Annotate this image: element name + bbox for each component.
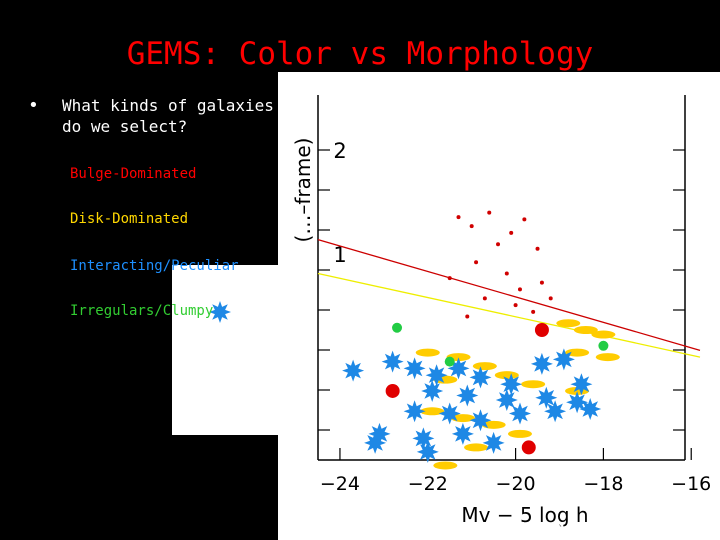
disk-point xyxy=(521,380,546,389)
bulge-large-point xyxy=(534,323,549,337)
bulge-point xyxy=(531,309,536,314)
interacting-star-point xyxy=(579,398,602,420)
bulge-point xyxy=(539,280,544,285)
bulge-point xyxy=(513,303,518,308)
disk-point xyxy=(556,319,581,328)
interacting-star-point xyxy=(570,373,593,396)
interacting-star-point xyxy=(425,364,448,387)
category-bulge-dominated: Bulge-Dominated xyxy=(70,166,197,182)
disk-point xyxy=(591,330,616,339)
chart-marks xyxy=(209,210,620,470)
interacting-star-point xyxy=(403,357,426,380)
disk-point xyxy=(565,348,590,357)
fit-line xyxy=(317,239,701,351)
interacting-star-point xyxy=(535,386,558,409)
x-tick-label: −24 xyxy=(320,473,360,495)
interacting-star-point xyxy=(552,348,575,371)
interacting-star-point xyxy=(381,350,404,373)
category-interacting-peculiar: Interacting/Peculiar xyxy=(70,258,239,274)
interacting-star-point xyxy=(482,431,505,454)
interacting-star-point xyxy=(403,400,426,423)
bulge-point xyxy=(504,271,509,276)
bullet-marker: • xyxy=(28,95,39,116)
disk-point xyxy=(494,371,519,380)
bulge-point xyxy=(509,230,514,235)
disk-point xyxy=(433,461,458,470)
bulge-point xyxy=(447,276,452,281)
y-axis-label: (…–frame) xyxy=(291,138,315,243)
interacting-star-point xyxy=(469,366,492,389)
y-tick-label: 1 xyxy=(333,243,346,267)
fit-lines xyxy=(317,239,701,358)
bulge-large-point xyxy=(385,383,400,398)
bulge-point xyxy=(496,242,501,247)
bulge-point xyxy=(522,217,527,222)
disk-point xyxy=(464,443,489,452)
category-disk-dominated: Disk-Dominated xyxy=(70,211,189,227)
bulge-point xyxy=(487,210,492,215)
bulge-point xyxy=(474,260,479,265)
irregular-point xyxy=(392,322,403,333)
plot-inset-panel xyxy=(172,265,612,435)
chart-axes: −24 −22 −20 −18 −16 2 1 (…–frame) Mv − 5 log h xyxy=(291,95,711,527)
disk-point xyxy=(595,353,620,362)
bulge-point xyxy=(535,246,540,251)
interacting-star-point xyxy=(421,380,444,402)
bulge-point xyxy=(517,287,522,292)
bulge-large-point xyxy=(521,440,536,455)
x-tick-label: −20 xyxy=(496,473,536,495)
interacting-star-point xyxy=(509,402,531,425)
interacting-star-point xyxy=(342,359,365,382)
category-irregulars-clumpy: Irregulars/Clumpy xyxy=(70,303,214,319)
disk-point xyxy=(420,407,445,416)
disk-point xyxy=(472,362,497,371)
irregular-point xyxy=(444,356,455,367)
interacting-star-point xyxy=(456,384,479,407)
y-tick-label: 2 xyxy=(333,139,346,163)
footer-caption: Vatican 2003 Lecture 20 HWR xyxy=(514,520,715,534)
interacting-star-point xyxy=(530,352,553,375)
slide-title: GEMS: Color vs Morphology xyxy=(126,36,594,72)
disk-point xyxy=(573,326,598,334)
bulge-point xyxy=(482,296,487,301)
bullet-question: What kinds of galaxies do we select? xyxy=(62,96,274,136)
disk-point xyxy=(415,348,440,357)
interacting-star-point xyxy=(364,431,387,454)
bulge-point xyxy=(465,314,470,319)
interacting-star-point xyxy=(438,402,461,425)
interacting-star-point xyxy=(495,389,518,411)
bulge-point xyxy=(548,296,553,301)
bulge-point xyxy=(456,215,461,220)
interacting-star-point xyxy=(412,427,435,450)
interacting-star-point xyxy=(451,422,474,445)
disk-point xyxy=(481,420,506,429)
x-tick-label: −18 xyxy=(583,473,623,495)
x-tick-label: −22 xyxy=(408,473,448,495)
interacting-star-point xyxy=(209,301,231,323)
bulge-point xyxy=(469,224,474,229)
disk-point xyxy=(507,429,532,438)
x-tick-label: −16 xyxy=(671,473,711,495)
irregular-point xyxy=(598,340,609,351)
interacting-star-point xyxy=(416,440,439,463)
x-axis-label: Mv − 5 log h xyxy=(461,503,588,527)
interacting-star-point xyxy=(469,409,492,432)
fit-line xyxy=(317,272,701,358)
interacting-star-point xyxy=(544,400,567,423)
interacting-star-point xyxy=(500,373,523,396)
